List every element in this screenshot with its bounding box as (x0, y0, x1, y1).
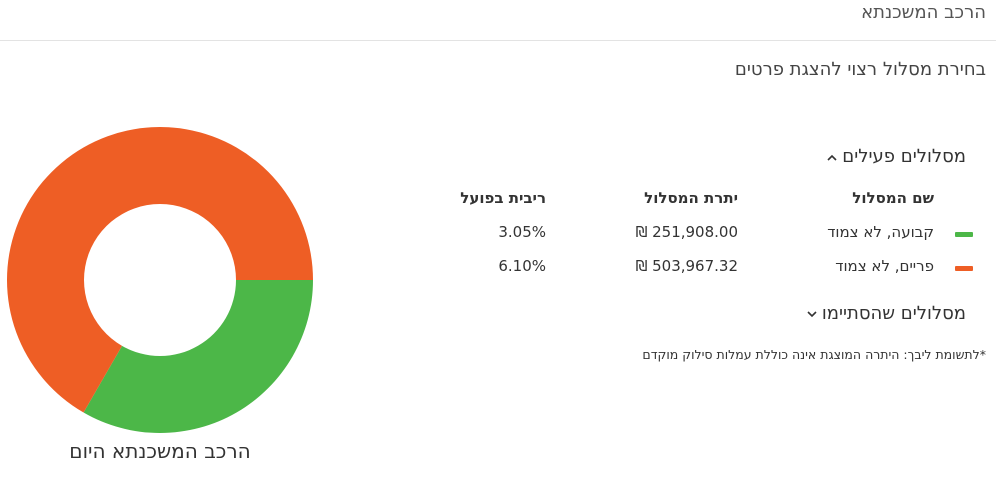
mortgage-donut-chart (0, 120, 320, 440)
column-header-name: שם המסלול (852, 189, 934, 207)
table-row[interactable]: פריים, לא צמוד ₪ 503,967.32 6.10% (436, 254, 976, 288)
donut-slice-0[interactable] (83, 280, 313, 433)
track-selection-instruction: בחירת מסלול רצוי להצגת פרטים (734, 59, 986, 80)
track-color-swatch (955, 266, 973, 271)
active-tracks-table: שם המסלול יתרת המסלול ריבית בפועל קבועה,… (436, 186, 976, 288)
table-header-row: שם המסלול יתרת המסלול ריבית בפועל (436, 186, 976, 220)
table-row[interactable]: קבועה, לא צמוד ₪ 251,908.00 3.05% (436, 220, 976, 254)
column-header-balance: יתרת המסלול (644, 189, 738, 207)
chart-title: הרכב המשכנתא היום (69, 439, 251, 463)
donut-svg (6, 126, 313, 433)
track-name: קבועה, לא צמוד (827, 223, 934, 241)
column-header-rate: ריבית בפועל (460, 189, 546, 207)
track-balance: ₪ 503,967.32 (635, 257, 738, 275)
track-rate: 6.10% (498, 257, 546, 275)
ended-tracks-toggle[interactable]: מסלולים שהסתיימו (806, 303, 966, 324)
active-tracks-label: מסלולים פעילים (842, 146, 966, 167)
active-tracks-toggle[interactable]: מסלולים פעילים (826, 146, 966, 167)
donut-slice-1[interactable] (6, 126, 313, 413)
track-name: פריים, לא צמוד (835, 257, 934, 275)
page-title: הרכב המשכנתא (861, 2, 986, 23)
chevron-down-icon (806, 307, 818, 321)
header-divider (0, 40, 996, 41)
early-repayment-footnote: *לתשומת ליבך: היתרה המוצגת אינה כוללת עמ… (642, 347, 986, 362)
track-balance: ₪ 251,908.00 (635, 223, 738, 241)
track-color-swatch (955, 232, 973, 237)
chevron-up-icon (826, 150, 838, 164)
ended-tracks-label: מסלולים שהסתיימו (821, 303, 966, 324)
track-rate: 3.05% (498, 223, 546, 241)
